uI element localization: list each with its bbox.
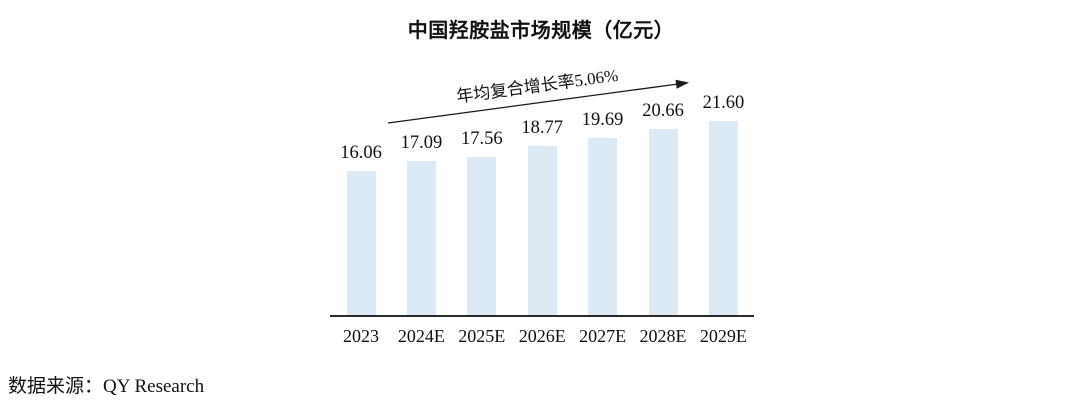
- bar-value-label: 18.77: [521, 118, 563, 139]
- bar-value-label: 21.60: [702, 92, 745, 113]
- data-source-note: 数据来源：QY Research: [8, 376, 205, 397]
- cagr-annotation: 年均复合增长率5.06%: [455, 65, 620, 107]
- bar-2026E: [527, 146, 557, 316]
- x-axis-tick-label: 2023: [343, 326, 379, 346]
- x-axis-tick-label: 2025E: [458, 326, 506, 346]
- bar-value-label: 16.06: [340, 142, 382, 163]
- bar-value-label: 19.69: [581, 109, 624, 130]
- x-axis-tick-label: 2027E: [579, 326, 627, 346]
- x-axis-line: [330, 315, 754, 317]
- chart-title: 中国羟胺盐市场规模（亿元）: [407, 20, 675, 42]
- x-axis-tick-label: 2029E: [699, 326, 747, 346]
- bar-2023: [346, 170, 376, 316]
- bar-value-label: 17.09: [400, 133, 443, 154]
- bar-2027E: [588, 137, 618, 316]
- bar-value-label: 17.56: [460, 129, 503, 150]
- bar-value-label: 20.66: [642, 101, 684, 122]
- bar-2028E: [648, 129, 678, 316]
- x-axis-tick-label: 2026E: [518, 326, 566, 346]
- bar-2029E: [708, 120, 738, 316]
- x-axis-tick-label: 2024E: [397, 326, 445, 346]
- bar-2024E: [406, 161, 436, 316]
- bar-2025E: [467, 157, 497, 316]
- x-axis-tick-label: 2028E: [639, 326, 687, 346]
